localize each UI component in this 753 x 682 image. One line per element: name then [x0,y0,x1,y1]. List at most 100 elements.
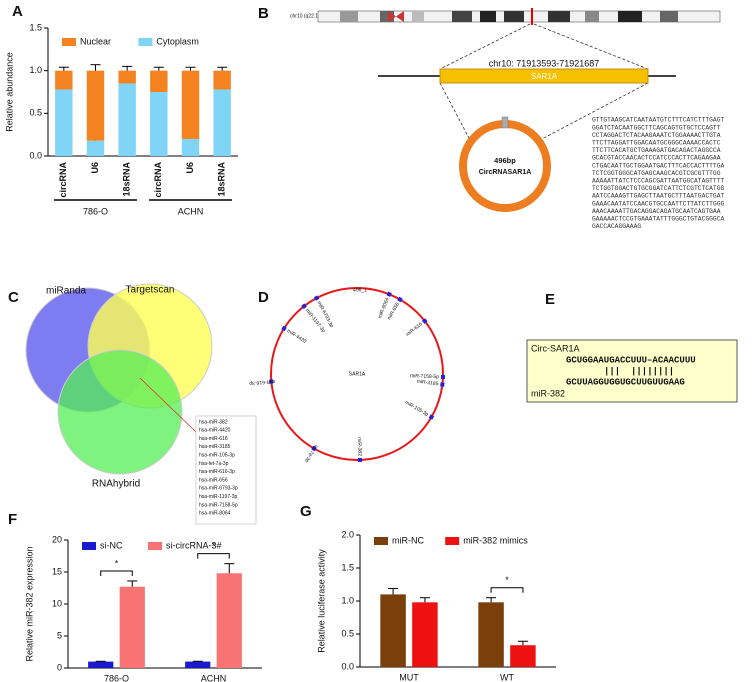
mirna: hsa-miR-105-3p [199,453,235,459]
mir-label: miR-382 [531,388,565,398]
mirna: hsa-miR-7158-5p [199,502,238,508]
sequence-line: TTCTTCACATGCTGAAAGATGACAGACTAGGCCA [592,147,721,154]
legend-swatch [62,38,76,46]
bar [412,602,438,667]
set-label: miRanda [46,286,86,297]
bar [181,138,200,156]
bar [55,89,73,156]
sequence-line: GCACGTACCAACACTCCATCCCACTTCAGAAGAA [592,155,721,162]
significance-label: * [115,558,119,568]
junction [501,116,509,129]
site-label: miR-7158-5p [410,373,439,380]
circ-seq: GCUGGAAUGACCUUU–ACAACUUU [566,355,696,365]
zoom-lines [439,23,649,141]
y-axis-title: Relative miR-382 expression [24,546,34,661]
mirna: hsa-miR-382 [199,419,228,425]
mirna: hsa-let-7a-3p [199,461,229,467]
y-tick-label: 0 [57,662,62,672]
legend-label: miR-NC [392,535,424,545]
site-marker [440,374,446,380]
circ-rna [459,120,551,212]
panel-letter: G [300,503,312,520]
x-tick-label: ACHN [201,673,227,682]
bar [150,70,168,92]
bar [150,92,168,156]
bar [213,70,231,90]
y-tick-label: 1.0 [341,595,354,605]
y-tick-label: 1.0 [29,65,42,75]
set-label: Targetscan [126,285,175,296]
legend-label: Nuclear [80,36,111,46]
group-label: 786-O [83,206,108,216]
bar [510,645,536,667]
bar [181,70,200,139]
sequence-line: GGATCTACAATGGCTTCAGCAGTGTGCTCCAGTT [592,124,721,131]
significance-label: * [212,541,216,551]
site-label: miR-4420 [286,328,308,345]
sequence-line: CTGACAATTGCTGGAATGACTTTCACCACTTTTGA [592,162,724,169]
x-tick-label: MUT [399,672,419,682]
site-marker [357,457,363,463]
x-tick-label: 786-O [104,673,129,682]
overlap-list: hsa-miR-382 hsa-miR-4420 hsa-miR-616 hsa-mi… [199,419,238,516]
bar [478,602,504,667]
legend-label: Cytoplasm [156,36,199,46]
legend-label: miR-382 mimics [463,535,528,545]
panel-letter: D [258,289,269,306]
chromosome-label: chr10 (q22.1) [290,13,320,19]
y-tick-label: 1.5 [341,562,354,572]
site-marker [397,296,403,303]
x-tick-label: WT [500,672,514,682]
mirna: hsa-miR-3185 [199,444,231,450]
site-label: miR-616-3p [249,378,276,386]
mir-seq: GCUUAGGUGGUGCUUGUUGAAG [566,377,685,387]
mirna: hsa-miR-656 [199,477,228,483]
y-tick-label: 5 [57,630,62,640]
bar [55,70,73,90]
sequence-line: GTTGTAAGCATCAATAATGTCTTTCATCTTTGAGT [592,117,724,124]
sequence-line: GAAAAACTCCGTGAAATATTTGGGCTGTACGGGCA [592,215,724,222]
bar [185,661,211,668]
y-axis-title: Relative luciferase activity [316,549,326,653]
panel-letter: E [545,291,555,308]
legend-swatch [445,537,460,545]
site-marker [386,291,392,297]
pairing-box [526,339,738,403]
legend-swatch [148,542,162,550]
x-tick-label: 18sRNA [217,162,227,197]
site-marker [421,318,428,324]
y-tick-label: 20 [52,534,62,544]
center-label: SAR1A [349,371,366,377]
legend-label: si-circRNA-3# [166,540,222,550]
mirna: hsa-miR-616-3p [199,469,235,475]
bar [86,140,105,156]
y-axis-title: Relative abundance [4,52,14,132]
sequence-line: AAAAATTATCTCCCAGCGATTAATGGCATAGTTTT [592,177,724,184]
sequence: GTTGTAAGCATCAATAATGTCTTTCATCTTTGAGTGGATC… [592,117,724,230]
site-marker [440,382,445,387]
sequence-line: TCTCGGTGGGCATGAGCAAGCACGTCGCGTTTGG [592,170,721,177]
venn [25,283,257,525]
y-tick-label: 1.5 [29,22,42,32]
panel-letter: B [258,5,269,22]
significance-bracket [197,553,230,559]
sequence-line: GACCACAGGAAAG [592,223,641,230]
x-tick-label: 18sRNA [122,162,132,197]
y-tick-label: 15 [52,566,62,576]
circ-size: 496bp [494,156,516,165]
site-label: miR-3185 [416,379,438,388]
panel-letter: A [12,3,23,20]
site-marker [313,295,320,301]
bar [118,83,136,156]
bar [380,594,406,667]
legend-swatch [374,537,388,545]
site-label: miR-616 [405,321,424,337]
y-tick-label: 0.5 [341,628,354,638]
bar [88,661,114,668]
y-tick-label: 0.0 [341,661,354,671]
bar [118,70,136,84]
sequence-line: GAAACAATATCCAACGTGCCAATTCTTATCTTGGG [592,200,724,207]
y-tick-label: 0.0 [29,150,42,160]
ideogram [317,8,721,25]
